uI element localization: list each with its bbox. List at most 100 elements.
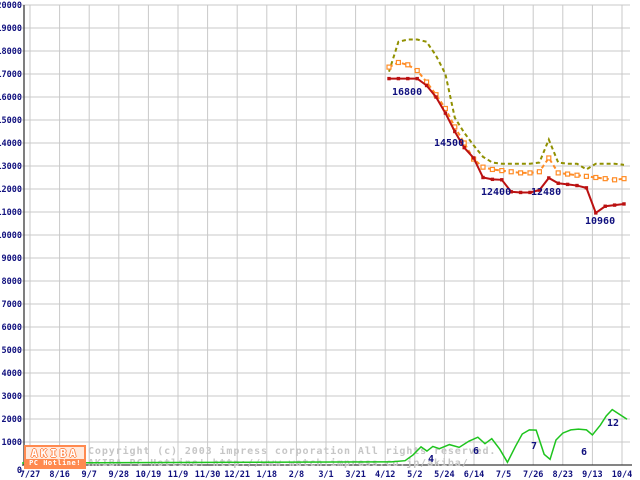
x-tick-label: 10/4 [612,470,632,480]
x-tick-label: 12/21 [224,470,250,480]
shop-count-annotation: 6 [473,446,479,457]
shop-count-annotation: 12 [607,418,619,429]
price-annotation: 12480 [531,187,561,198]
marker-average-price [593,174,599,181]
price-annotation: 14500 [434,138,464,149]
grid-layer [22,4,632,466]
marker-average-price [527,170,533,176]
logo-subtitle: PC Hotline! [26,459,84,467]
x-tick-label: 7/26 [523,470,543,480]
marker-lowest-price [443,111,448,115]
marker-lowest-price [509,190,513,194]
y-tick-label: 8000 [2,277,22,287]
x-tick-label: 5/24 [434,470,454,480]
marker-average-price [546,155,552,161]
y-tick-label: 19000 [0,24,22,34]
x-tick-label: 3/21 [345,470,365,480]
y-tick-label: 7000 [2,300,22,310]
akiba-pc-hotline-logo: AKIBA PC Hotline! [24,445,86,469]
y-tick-label: 11000 [0,208,22,218]
marker-lowest-price [603,204,607,208]
marker-lowest-price [424,83,429,88]
marker-average-price [536,169,543,175]
x-tick-label: 11/9 [168,470,188,480]
y-tick-label: 13000 [0,162,22,172]
marker-lowest-price [481,175,485,180]
marker-lowest-price [500,178,504,182]
x-tick-label: 9/13 [582,470,602,480]
y-tick-label: 14000 [0,139,22,149]
marker-lowest-price [387,76,391,81]
shop-count-annotation: 6 [581,447,587,458]
marker-lowest-price [471,156,476,160]
y-tick-label: 1000 [2,438,22,448]
marker-lowest-price [528,190,532,195]
marker-lowest-price [415,76,419,81]
shop-count-annotation: 4 [428,454,434,465]
x-tick-label: 8/16 [49,470,69,480]
marker-lowest-price [518,190,523,195]
copyright-text-line2: AKIBA PC Hotline! http://www.watch.impre… [88,457,469,469]
marker-lowest-price [575,183,579,188]
x-tick-label: 11/30 [195,470,221,480]
y-tick-label: 3000 [2,392,22,402]
y-tick-label: 18000 [0,47,22,57]
marker-lowest-price [622,202,626,206]
marker-lowest-price [556,181,560,185]
marker-average-price [480,164,486,170]
marker-average-price [489,166,495,173]
x-tick-label: 6/14 [464,470,484,480]
y-tick-label: 15000 [0,116,22,126]
copyright-text-line1: Copyright (c) 2003 impress corporation A… [88,445,496,457]
marker-lowest-price [565,182,570,187]
marker-lowest-price [434,95,438,99]
marker-average-price [611,177,618,183]
marker-lowest-price [453,129,457,134]
marker-lowest-price [584,186,589,190]
x-tick-label: 8/23 [553,470,573,480]
marker-average-price [602,176,608,182]
marker-lowest-price [537,188,542,192]
x-tick-label: 9/28 [109,470,129,480]
y-tick-label: 6000 [2,323,22,333]
y-tick-label: 17000 [0,70,22,80]
y-tick-label: 2000 [2,415,22,425]
marker-average-price [414,67,420,74]
marker-lowest-price [594,211,598,215]
x-tick-label: 3/1 [318,470,333,480]
x-tick-label: 1/18 [257,470,277,480]
shop-count-annotation: 7 [531,441,537,452]
marker-average-price [621,176,627,182]
marker-lowest-price [462,145,466,150]
x-tick-label: 9/7 [82,470,97,480]
marker-average-price [564,171,571,177]
marker-lowest-price [547,176,551,180]
marker-lowest-price [396,76,401,81]
marker-average-price [499,168,505,174]
x-tick-label: 7/27 [20,470,40,480]
x-tick-label: 10/19 [136,470,162,480]
marker-lowest-price [490,177,495,182]
y-tick-label: 4000 [2,369,22,379]
marker-lowest-price [612,203,617,207]
price-annotation: 16800 [392,87,422,98]
series-layer: 16800 14500 12400 12480 10960 4 6 7 6 12 [22,38,628,465]
marker-average-price [508,169,514,175]
y-tick-label: 9000 [2,254,22,264]
marker-average-price [583,173,590,179]
series-line-shop-count [22,408,628,464]
marker-lowest-price [406,76,410,81]
y-tick-label: 16000 [0,93,22,103]
x-tick-label: 4/12 [375,470,395,480]
x-tick-label: 5/2 [407,470,422,480]
marker-average-price [517,170,524,176]
marker-average-price [574,172,580,178]
marker-average-price [386,64,392,70]
series-line-highest-price [388,38,625,171]
logo-title: AKIBA [30,447,80,460]
